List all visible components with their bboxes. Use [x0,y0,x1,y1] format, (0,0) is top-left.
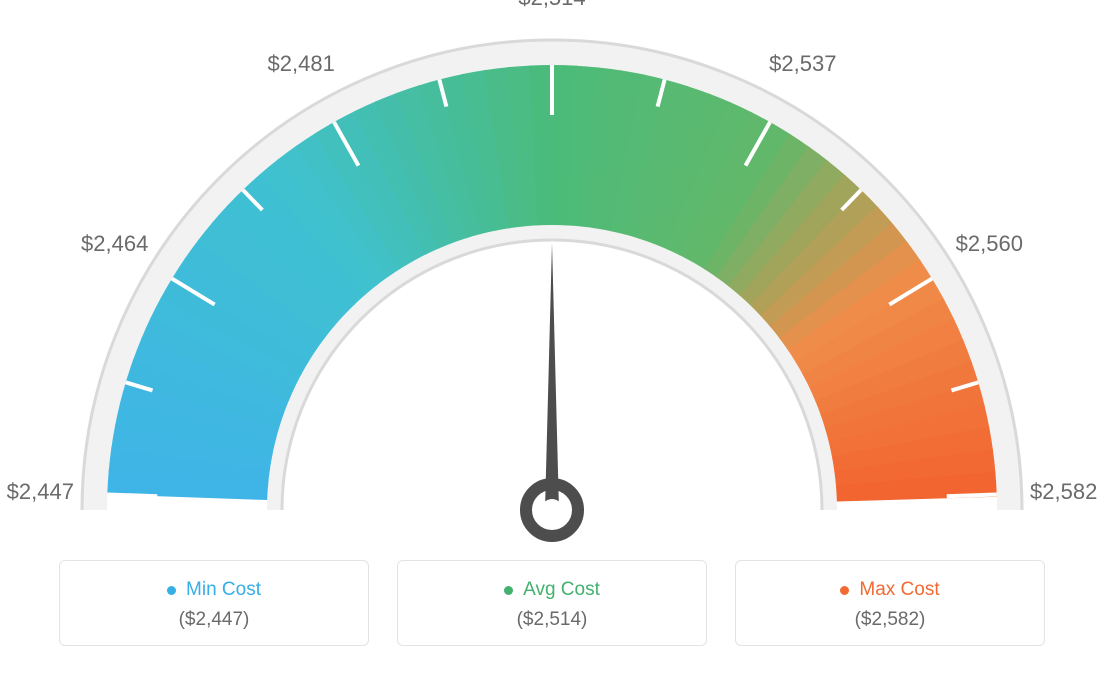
gauge-svg [20,20,1084,550]
gauge-tick-label: $2,464 [81,231,148,257]
gauge-tick-label: $2,481 [268,51,335,77]
legend-title-avg: Avg Cost [523,579,600,601]
legend-card-max: Max Cost ($2,582) [735,560,1045,646]
legend-value-avg: ($2,514) [398,609,706,631]
gauge-tick-label: $2,537 [769,51,836,77]
legend-value-max: ($2,582) [736,609,1044,631]
legend-title-max: Max Cost [859,579,939,601]
legend-row: Min Cost ($2,447) Avg Cost ($2,514) Max … [20,560,1084,646]
gauge-chart: $2,447$2,464$2,481$2,514$2,537$2,560$2,5… [20,20,1084,550]
legend-dot-min [167,586,176,595]
legend-dot-avg [504,586,513,595]
legend-card-avg: Avg Cost ($2,514) [397,560,707,646]
legend-value-min: ($2,447) [60,609,368,631]
gauge-tick-label: $2,514 [518,0,585,11]
gauge-tick-label: $2,582 [1030,479,1097,505]
legend-dot-max [840,586,849,595]
legend-title-min: Min Cost [186,579,261,601]
gauge-tick-label: $2,447 [7,479,74,505]
gauge-tick-label: $2,560 [956,231,1023,257]
legend-card-min: Min Cost ($2,447) [59,560,369,646]
